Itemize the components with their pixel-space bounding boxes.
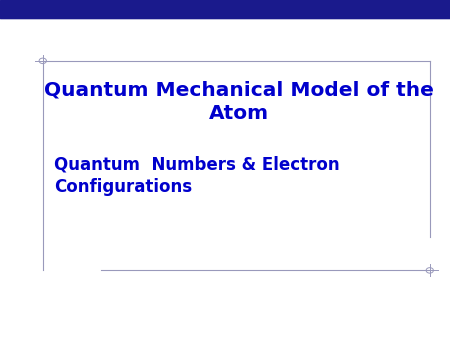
Bar [0, 0, 450, 18]
Text: Quantum  Numbers & Electron
Configurations: Quantum Numbers & Electron Configuration… [54, 155, 340, 196]
Text: Quantum Mechanical Model of the
Atom: Quantum Mechanical Model of the Atom [44, 80, 433, 123]
